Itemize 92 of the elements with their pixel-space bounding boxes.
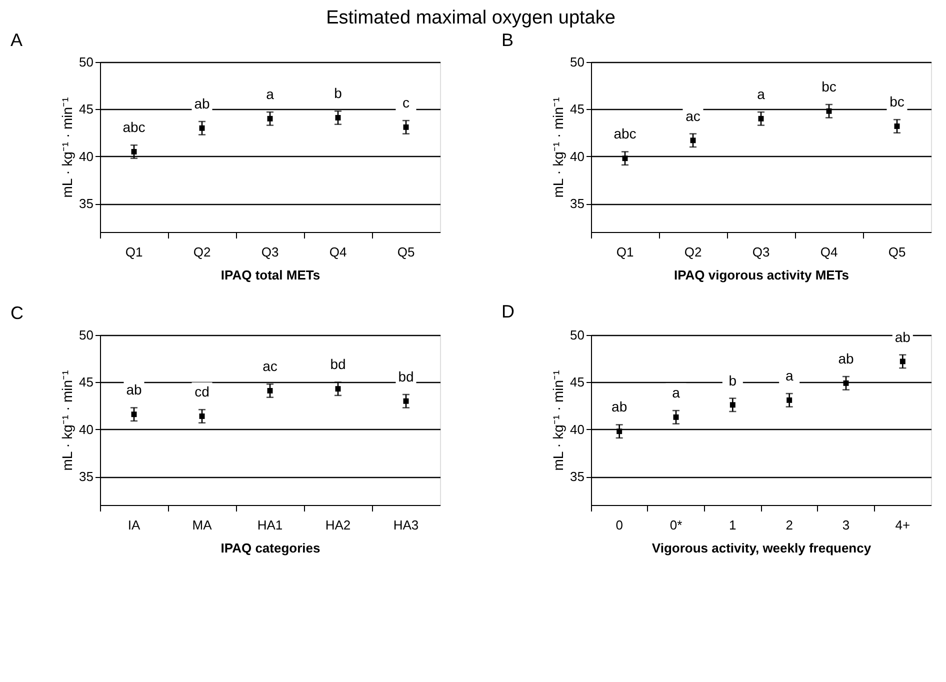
data-label: ac	[686, 108, 700, 124]
data-label: bc	[822, 78, 836, 94]
point	[403, 398, 409, 404]
data-label: bd	[330, 356, 346, 372]
text: Estimated maximal oxygen uptake	[326, 8, 616, 28]
x-tick-label: 0	[616, 518, 623, 532]
data-label: ab	[126, 382, 142, 398]
data-label: abc	[614, 126, 636, 142]
point	[131, 412, 137, 418]
x-tick-label: Q5	[888, 244, 906, 260]
y-tick-label: 45	[570, 374, 584, 390]
data-label: ab	[838, 350, 854, 367]
data-label: c	[402, 94, 410, 111]
y-tick-label: 50	[79, 54, 94, 70]
x-tick-label: 2	[786, 518, 793, 532]
x-tick-label: 1	[729, 518, 736, 532]
point	[786, 397, 792, 403]
y-tick-label: 35	[79, 469, 94, 484]
data-label: b	[728, 372, 737, 388]
y-tick-label: 35	[570, 469, 584, 484]
data-label: a	[672, 384, 680, 401]
x-tick-label: MA	[192, 518, 212, 532]
point	[403, 124, 409, 130]
x-tick-label: Q5	[397, 244, 415, 260]
x-tick-label: Q2	[193, 244, 211, 260]
x-tick-label: Q1	[125, 244, 143, 260]
chart-title: D	[502, 302, 515, 322]
y-tick-label: 40	[79, 422, 94, 437]
x-axis-title: IPAQ categories	[220, 540, 320, 556]
x-tick-label: Q3	[261, 244, 279, 260]
x-tick-label: Q4	[329, 244, 347, 260]
data-label: ab	[612, 398, 628, 415]
x-tick-label: Q3	[752, 244, 770, 260]
point	[335, 386, 341, 392]
point	[894, 123, 900, 129]
point	[843, 380, 849, 386]
point	[335, 114, 341, 120]
point	[730, 402, 736, 408]
x-tick-label: 0*	[670, 518, 682, 532]
x-axis-title: IPAQ vigorous activity METs	[674, 268, 850, 282]
x-tick-label: Q1	[616, 244, 634, 260]
x-tick-label: 4+	[895, 518, 910, 532]
point	[673, 414, 679, 420]
y-axis-title: mL · kg⁻¹ · min⁻¹	[59, 370, 76, 471]
x-tick-label: HA2	[325, 518, 351, 532]
data-label: cd	[194, 384, 210, 400]
y-tick-label: 50	[570, 328, 584, 342]
point	[131, 148, 137, 154]
x-tick-label: Q4	[820, 244, 838, 260]
y-tick-label: 35	[79, 196, 94, 212]
y-tick-label: 40	[570, 148, 584, 164]
data-label: ab	[894, 328, 911, 345]
data-label: bd	[398, 368, 414, 384]
chart-title: C	[10, 303, 24, 323]
x-tick-label: Q2	[684, 244, 702, 260]
point	[616, 428, 622, 434]
chart-title: B	[502, 30, 514, 50]
data-label: ab	[194, 96, 210, 112]
x-axis-title: IPAQ total METs	[220, 268, 320, 282]
x-tick-label: HA3	[393, 518, 419, 532]
point	[622, 156, 628, 162]
data-label: a	[266, 86, 274, 102]
y-tick-label: 40	[79, 148, 94, 164]
x-tick-label: 3	[842, 518, 850, 532]
data-label: bc	[890, 94, 904, 110]
y-tick-label: 45	[79, 374, 94, 390]
y-axis-title: mL · kg⁻¹ · min⁻¹	[550, 96, 566, 198]
point	[199, 413, 205, 419]
y-axis-title: mL · kg⁻¹ · min⁻¹	[59, 96, 76, 198]
data-label: a	[757, 86, 766, 102]
y-tick-label: 45	[79, 102, 94, 117]
point	[826, 108, 832, 114]
y-axis-title: mL · kg⁻¹ · min⁻¹	[550, 370, 566, 471]
point	[758, 116, 764, 122]
data-label: abc	[122, 119, 146, 136]
x-axis-title: Vigorous activity, weekly frequency	[652, 540, 872, 556]
y-tick-label: 50	[79, 328, 94, 342]
y-tick-label: 40	[570, 422, 584, 437]
data-label: ac	[262, 358, 278, 374]
data-label: b	[334, 85, 342, 102]
x-tick-label: IA	[128, 518, 140, 532]
y-tick-label: 50	[570, 54, 584, 70]
point	[900, 358, 906, 364]
data-label: a	[785, 368, 794, 384]
point	[267, 116, 273, 122]
x-tick-label: HA1	[257, 518, 283, 532]
y-tick-label: 35	[570, 196, 584, 212]
chart-title: A	[10, 30, 23, 50]
point	[267, 388, 273, 394]
point	[199, 125, 205, 131]
y-tick-label: 45	[570, 102, 584, 117]
point	[690, 138, 696, 144]
